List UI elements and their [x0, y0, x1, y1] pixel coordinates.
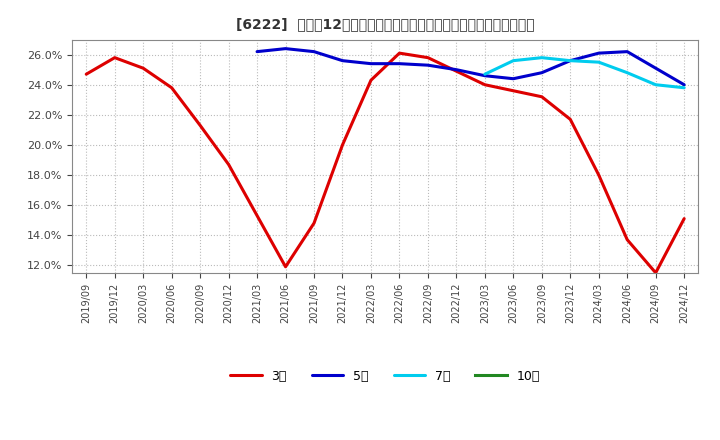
5年 [366, 61, 375, 66]
5年 [566, 58, 575, 63]
5年 [282, 46, 290, 51]
3年 [480, 82, 489, 88]
3年 [253, 213, 261, 218]
3年 [338, 142, 347, 147]
3年 [423, 55, 432, 60]
3年 [566, 117, 575, 122]
7年 [537, 55, 546, 60]
Title: [6222]  売上高12か月移動合計の対前年同期増減率の標準偏差の推移: [6222] 売上高12か月移動合計の対前年同期増減率の標準偏差の推移 [236, 18, 534, 32]
3年 [452, 69, 461, 74]
7年 [680, 85, 688, 90]
3年 [595, 172, 603, 178]
5年 [423, 62, 432, 68]
5年 [509, 76, 518, 81]
5年 [480, 73, 489, 78]
3年 [225, 162, 233, 167]
Line: 7年: 7年 [485, 58, 684, 88]
Legend: 3年, 5年, 7年, 10年: 3年, 5年, 7年, 10年 [225, 365, 545, 388]
Line: 3年: 3年 [86, 53, 684, 273]
3年 [509, 88, 518, 93]
5年 [652, 66, 660, 71]
7年 [652, 82, 660, 88]
3年 [82, 72, 91, 77]
3年 [652, 270, 660, 275]
5年 [253, 49, 261, 54]
7年 [623, 70, 631, 75]
5年 [680, 82, 688, 88]
3年 [167, 85, 176, 90]
5年 [338, 58, 347, 63]
3年 [139, 66, 148, 71]
7年 [566, 58, 575, 63]
3年 [366, 77, 375, 83]
3年 [196, 123, 204, 128]
3年 [282, 264, 290, 269]
Line: 5年: 5年 [257, 49, 684, 85]
5年 [452, 67, 461, 72]
3年 [395, 51, 404, 56]
5年 [537, 70, 546, 75]
7年 [480, 72, 489, 77]
5年 [395, 61, 404, 66]
3年 [310, 220, 318, 226]
5年 [595, 51, 603, 56]
7年 [595, 59, 603, 65]
5年 [310, 49, 318, 54]
3年 [680, 216, 688, 221]
3年 [623, 237, 631, 242]
3年 [110, 55, 119, 60]
5年 [623, 49, 631, 54]
3年 [537, 94, 546, 99]
7年 [509, 58, 518, 63]
